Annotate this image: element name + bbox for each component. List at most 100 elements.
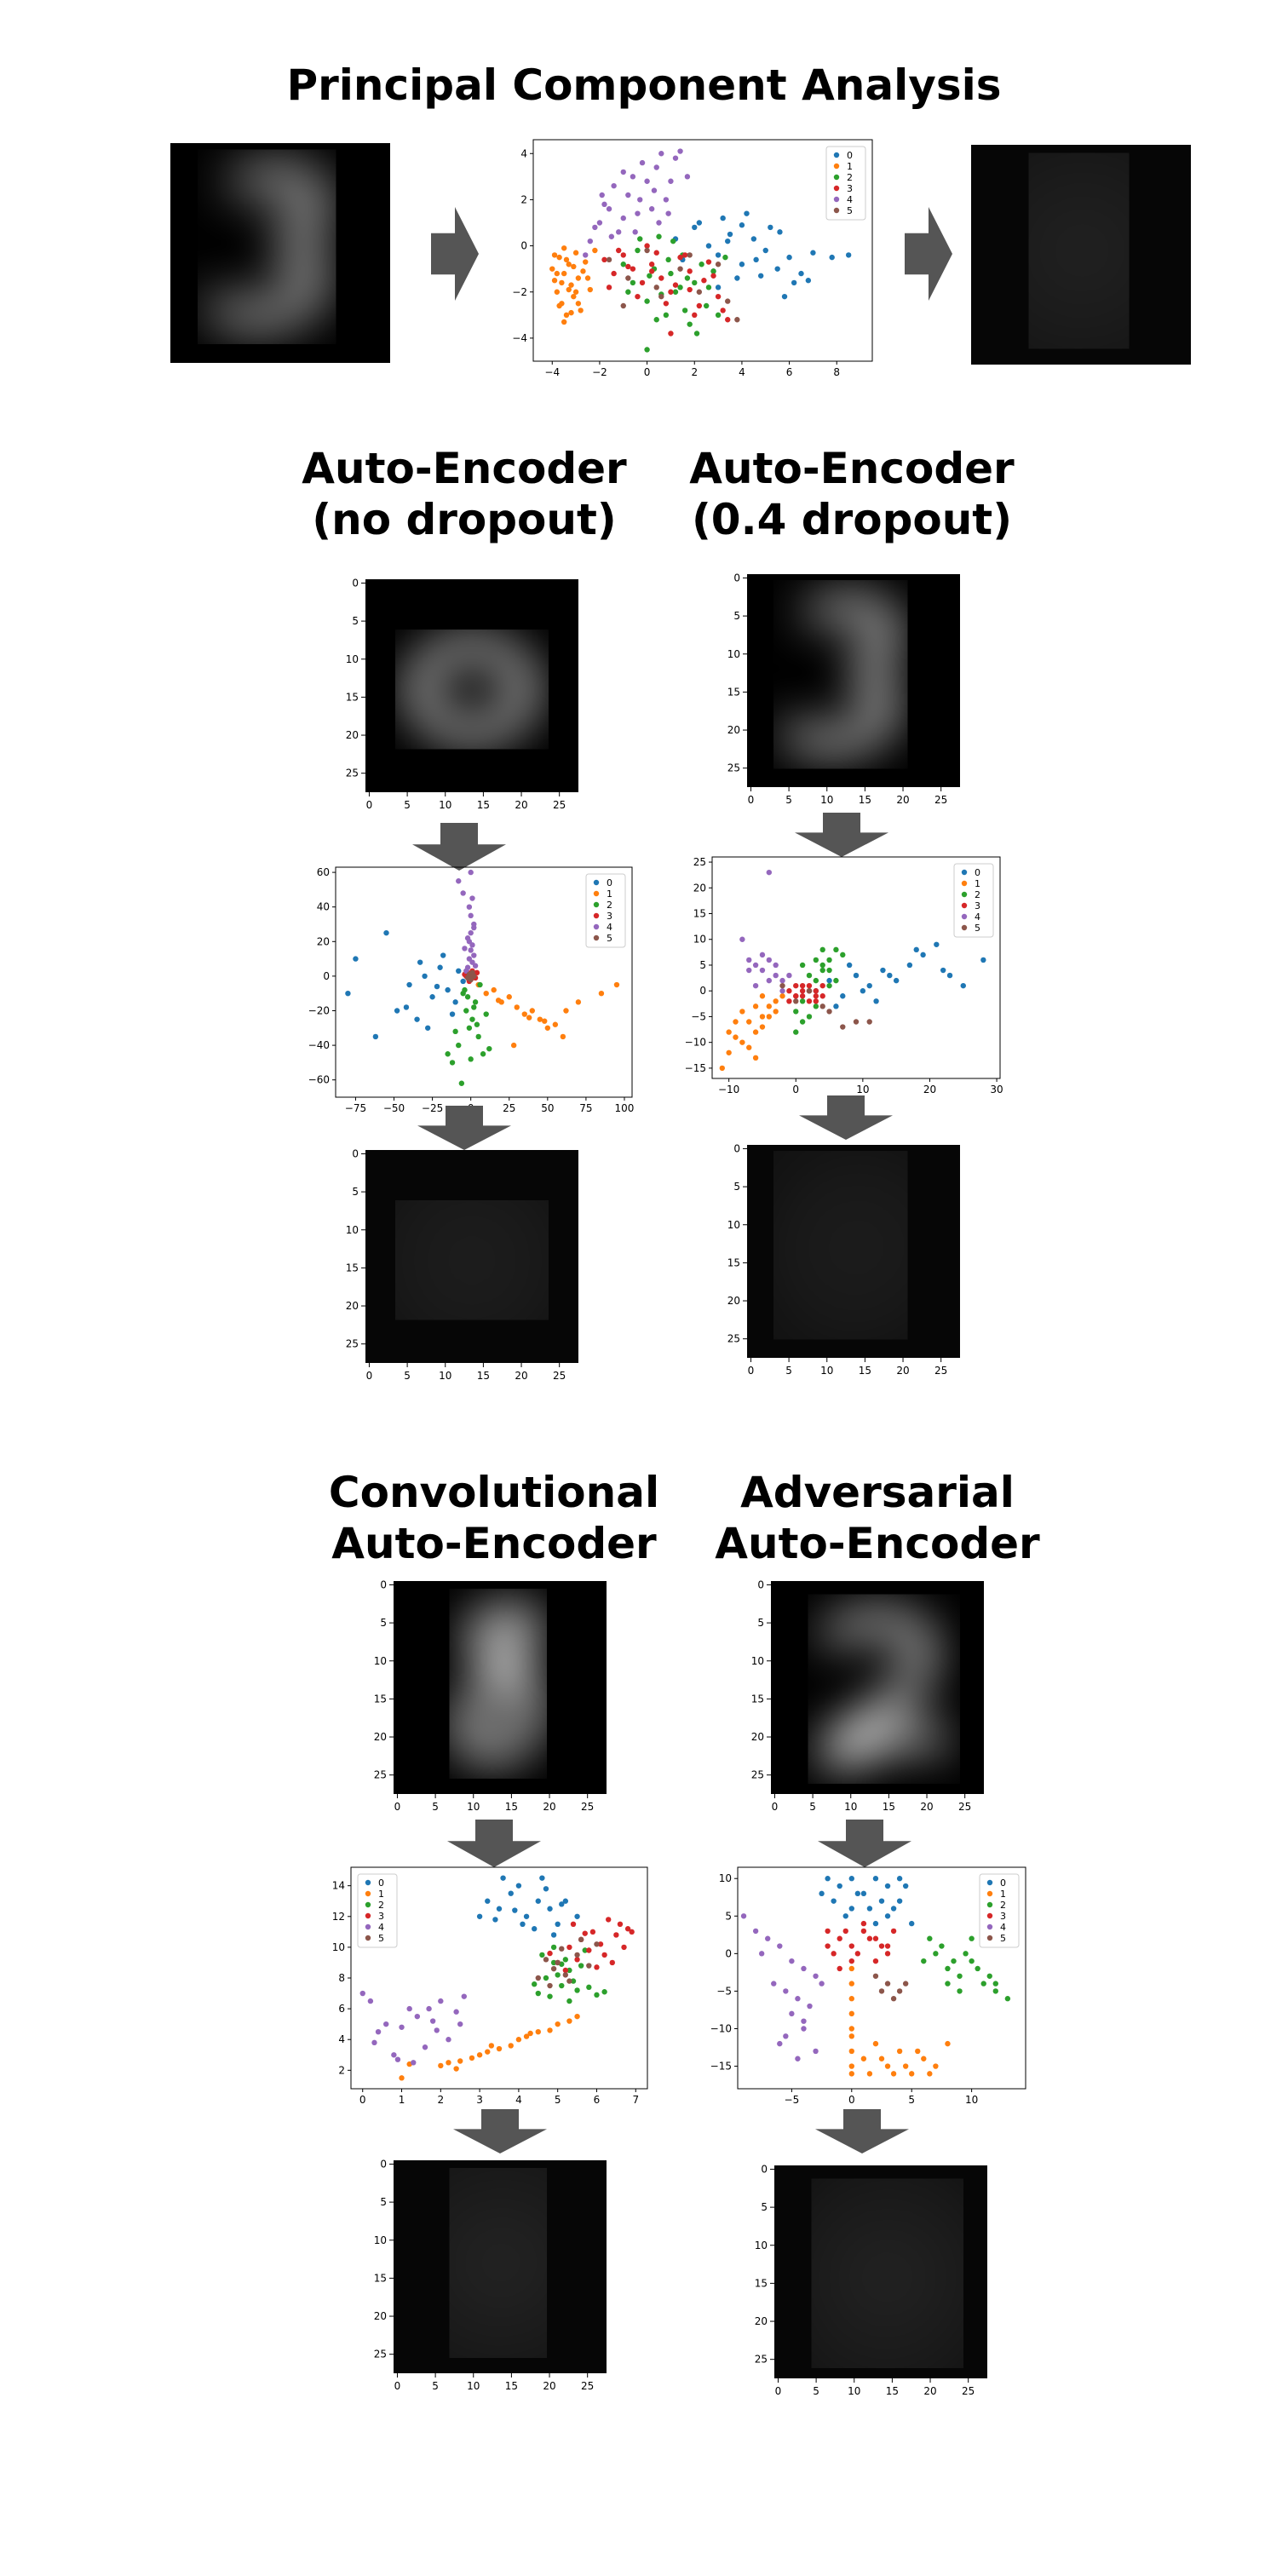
x-tick-label: 10 xyxy=(439,799,451,811)
scatter-point xyxy=(715,262,722,267)
conv-ae-recon-image: 0 0 5 5 10 10 15 15 20 20 25 25 xyxy=(374,2158,607,2392)
x-tick-label: 15 xyxy=(886,2385,899,2397)
scatter-point xyxy=(975,1965,980,1972)
scatter-point xyxy=(535,1990,541,1997)
scatter-point xyxy=(692,312,698,319)
scatter-point xyxy=(733,1034,739,1040)
scatter-point xyxy=(703,302,710,309)
scatter-point xyxy=(583,259,589,265)
scatter-point xyxy=(547,1982,553,1989)
legend-marker xyxy=(986,1912,993,1919)
scatter-point xyxy=(739,1039,745,1045)
digit-stroke xyxy=(453,1606,543,1762)
scatter-point xyxy=(539,1952,545,1958)
y-tick-label: 15 xyxy=(751,1693,764,1705)
scatter-point xyxy=(696,289,703,295)
scatter-point xyxy=(890,1906,897,1912)
scatter-point xyxy=(574,1957,580,1963)
scatter-point xyxy=(483,990,489,997)
scatter-point xyxy=(394,2056,401,2062)
scatter-point xyxy=(759,993,766,999)
scatter-point xyxy=(468,929,474,936)
image-axes: 0 0 5 5 10 10 15 15 20 20 25 25 xyxy=(727,572,948,806)
scatter-point xyxy=(819,1890,825,1897)
legend-marker xyxy=(986,1935,993,1941)
digit-stroke xyxy=(780,1165,900,1325)
scatter-point xyxy=(893,977,900,984)
legend-marker xyxy=(986,1901,993,1908)
scatter-point xyxy=(693,331,700,336)
conv-ae-title: Convolutional Auto-Encoder xyxy=(328,1468,660,1568)
scatter-point xyxy=(786,254,792,261)
scatter-point xyxy=(692,224,698,231)
scatter-point xyxy=(529,1008,535,1014)
scatter-point xyxy=(819,962,825,969)
x-tick-label: 25 xyxy=(581,1801,594,1813)
scatter-point xyxy=(884,1981,891,1987)
scatter-point xyxy=(586,1984,592,1991)
scatter-point xyxy=(799,962,806,969)
y-tick-label: 10 xyxy=(751,1655,764,1667)
scatter-point xyxy=(1004,1996,1011,2002)
scatter-point xyxy=(647,273,653,279)
scatter-point xyxy=(866,1019,872,1025)
scatter-point xyxy=(601,1989,607,1995)
x-tick-label: 10 xyxy=(965,2094,978,2106)
scatter-point xyxy=(934,941,940,947)
scatter-point xyxy=(866,2071,873,2077)
scatter-point xyxy=(854,1951,861,1957)
scatter-point xyxy=(779,993,785,999)
scatter-point xyxy=(547,2027,553,2033)
x-tick-label: 5 xyxy=(908,2094,915,2106)
scatter-point xyxy=(687,252,693,258)
arrow-shape xyxy=(795,813,888,857)
scatter-point xyxy=(563,312,570,319)
scatter-point xyxy=(969,1958,975,1964)
scatter-point xyxy=(848,1965,854,1972)
scatter-point xyxy=(560,1033,566,1040)
x-tick-label: 20 xyxy=(896,794,909,806)
scatter-point xyxy=(766,1014,773,1020)
digit-stroke xyxy=(405,1205,539,1315)
arrow-shape xyxy=(905,207,952,301)
scatter-point xyxy=(753,256,759,263)
scatter-point xyxy=(568,309,574,316)
legend-label: 2 xyxy=(378,1900,384,1911)
y-tick-label: 5 xyxy=(380,1617,387,1629)
x-tick-label: 0 xyxy=(792,1084,799,1095)
scatter-point xyxy=(648,262,655,267)
scatter-point xyxy=(613,981,620,988)
scatter-point xyxy=(746,967,752,974)
digit-image-area xyxy=(365,579,578,792)
y-tick-label: 0 xyxy=(733,1142,740,1154)
scatter-point xyxy=(596,220,603,226)
scatter-point xyxy=(578,1963,584,1969)
scatter-point xyxy=(570,1921,577,1928)
scatter-point xyxy=(734,317,740,323)
scatter-point xyxy=(429,2018,436,2024)
scatter-point xyxy=(860,1890,867,1897)
scatter-point xyxy=(848,1876,854,1882)
x-tick-label: 5 xyxy=(555,2094,561,2106)
scatter-point xyxy=(789,1958,795,1964)
scatter-point xyxy=(672,155,679,161)
scatter-point xyxy=(786,972,792,979)
scatter-point xyxy=(515,1883,522,1889)
scatter-point xyxy=(848,1906,854,1912)
scatter-point xyxy=(457,2021,463,2027)
scatter-point xyxy=(437,964,443,970)
scatter-point xyxy=(773,1009,779,1015)
scatter-point xyxy=(574,1987,580,1993)
scatter-point xyxy=(829,254,835,261)
scatter-point xyxy=(594,1992,600,1998)
scatter-point xyxy=(896,1876,903,1882)
scatter-point xyxy=(644,347,650,353)
scatter-point xyxy=(563,256,570,263)
plot-frame xyxy=(350,1866,648,2090)
scatter-point xyxy=(460,978,466,985)
y-tick-label: 15 xyxy=(374,1693,387,1705)
x-tick-label: 15 xyxy=(883,1801,895,1813)
scatter-point xyxy=(872,1935,879,1941)
scatter-point xyxy=(606,1917,612,1923)
